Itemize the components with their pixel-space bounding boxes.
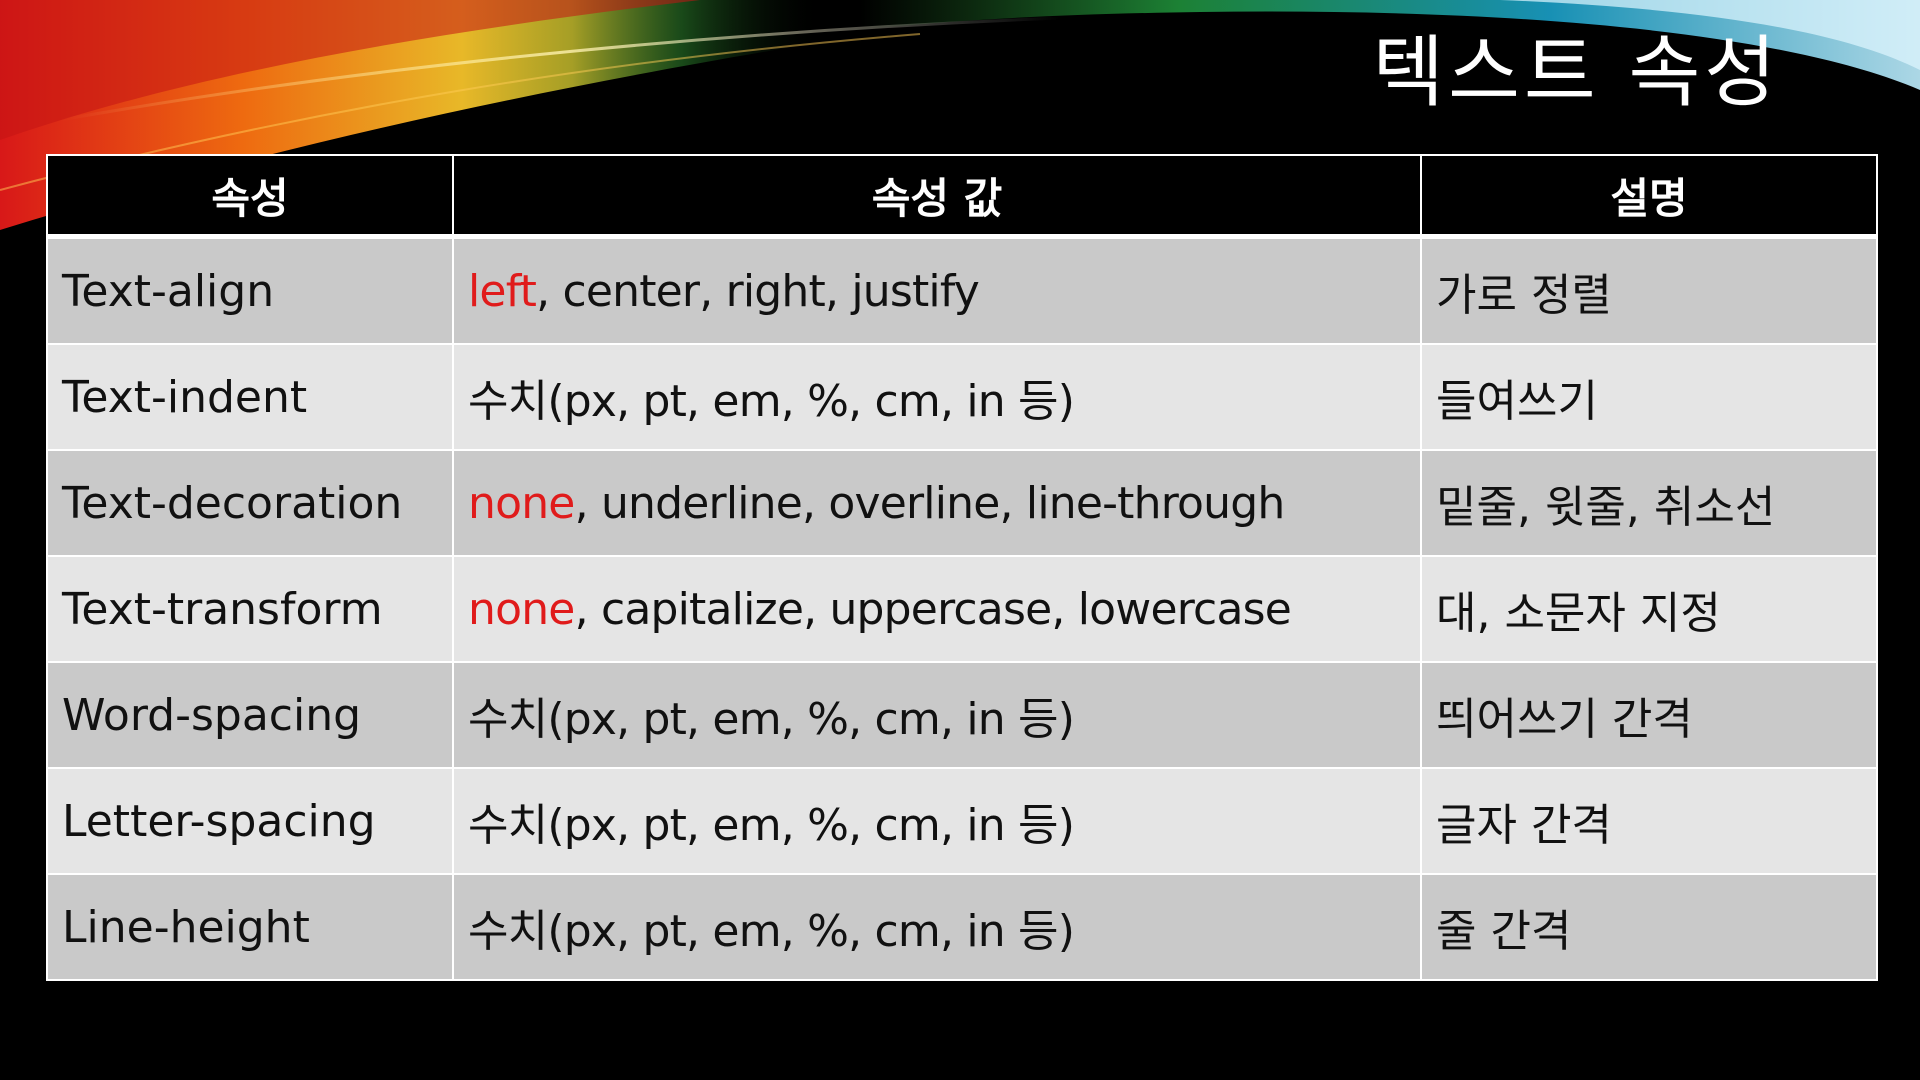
description-cell: 띄어쓰기 간격 xyxy=(1420,661,1878,769)
other-values: 수치(px, pt, em, %, cm, in 등) xyxy=(468,376,1075,427)
description-cell: 들여쓰기 xyxy=(1420,343,1878,451)
values-cell: 수치(px, pt, em, %, cm, in 등) xyxy=(452,873,1422,981)
description-cell: 줄 간격 xyxy=(1420,873,1878,981)
values-cell: 수치(px, pt, em, %, cm, in 등) xyxy=(452,767,1422,875)
table-header-row: 속성 속성 값 설명 xyxy=(46,154,1878,239)
table-row: Line-height 수치(px, pt, em, %, cm, in 등) … xyxy=(46,873,1878,981)
property-cell: Text-decoration xyxy=(46,449,454,557)
table-row: Text-align left, center, right, justify … xyxy=(46,235,1878,345)
values-cell: none, capitalize, uppercase, lowercase xyxy=(452,555,1422,663)
description-cell: 글자 간격 xyxy=(1420,767,1878,875)
property-cell: Line-height xyxy=(46,873,454,981)
other-values: , underline, overline, line-through xyxy=(574,477,1286,529)
description-cell: 대, 소문자 지정 xyxy=(1420,555,1878,663)
property-cell: Text-align xyxy=(46,235,454,345)
values-cell: none, underline, overline, line-through xyxy=(452,449,1422,557)
table-row: Word-spacing 수치(px, pt, em, %, cm, in 등)… xyxy=(46,661,1878,769)
text-properties-table: 속성 속성 값 설명 Text-align left, center, righ… xyxy=(46,154,1878,981)
description-cell: 가로 정렬 xyxy=(1420,235,1878,345)
values-cell: 수치(px, pt, em, %, cm, in 등) xyxy=(452,343,1422,451)
other-values: , center, right, justify xyxy=(536,265,980,317)
description-cell: 밑줄, 윗줄, 취소선 xyxy=(1420,449,1878,557)
table-row: Letter-spacing 수치(px, pt, em, %, cm, in … xyxy=(46,767,1878,875)
table-row: Text-decoration none, underline, overlin… xyxy=(46,449,1878,557)
table-row: Text-transform none, capitalize, upperca… xyxy=(46,555,1878,663)
other-values: 수치(px, pt, em, %, cm, in 등) xyxy=(468,906,1075,957)
property-cell: Letter-spacing xyxy=(46,767,454,875)
header-property: 속성 xyxy=(46,154,454,239)
other-values: 수치(px, pt, em, %, cm, in 등) xyxy=(468,800,1075,851)
slide-title: 텍스트 속성 xyxy=(1372,28,1780,118)
default-value: none xyxy=(468,583,575,635)
property-cell: Word-spacing xyxy=(46,661,454,769)
other-values: , capitalize, uppercase, lowercase xyxy=(574,583,1292,635)
header-description: 설명 xyxy=(1420,154,1878,239)
other-values: 수치(px, pt, em, %, cm, in 등) xyxy=(468,694,1075,745)
default-value: left xyxy=(468,265,537,317)
header-values: 속성 값 xyxy=(452,154,1422,239)
property-cell: Text-indent xyxy=(46,343,454,451)
property-cell: Text-transform xyxy=(46,555,454,663)
default-value: none xyxy=(468,477,575,529)
table-row: Text-indent 수치(px, pt, em, %, cm, in 등) … xyxy=(46,343,1878,451)
values-cell: 수치(px, pt, em, %, cm, in 등) xyxy=(452,661,1422,769)
values-cell: left, center, right, justify xyxy=(452,235,1422,345)
